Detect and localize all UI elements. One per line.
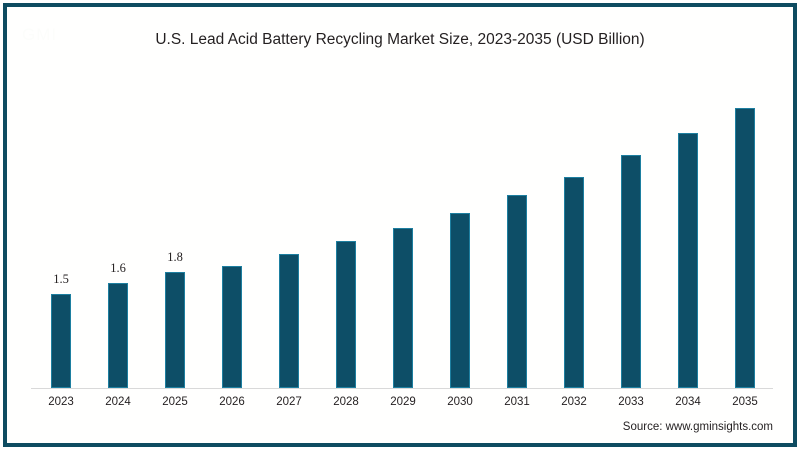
bar-value-label-2025: 1.8 [167, 250, 183, 264]
bar-2027 [279, 254, 299, 388]
bar-2029 [393, 228, 413, 388]
bar-2026 [222, 266, 242, 388]
bar-2033 [621, 155, 641, 388]
x-tick-label-2034: 2034 [675, 396, 701, 408]
x-axis-line [31, 388, 773, 389]
bar-2030 [450, 213, 470, 388]
bar-2031 [507, 195, 527, 388]
x-tick-label-2029: 2029 [390, 396, 416, 408]
bar-2024 [108, 283, 128, 388]
x-tick-label-2033: 2033 [618, 396, 644, 408]
chart-title: U.S. Lead Acid Battery Recycling Market … [155, 31, 645, 48]
bar-2023 [51, 294, 71, 388]
bar-2028 [336, 241, 356, 388]
x-tick-label-2027: 2027 [276, 396, 302, 408]
bar-2034 [678, 133, 698, 388]
x-tick-label-2023: 2023 [48, 396, 74, 408]
bar-2025 [165, 272, 185, 388]
x-tick-label-2025: 2025 [162, 396, 188, 408]
bar-value-label-2023: 1.5 [53, 272, 69, 286]
x-tick-label-2032: 2032 [561, 396, 587, 408]
x-tick-label-2030: 2030 [447, 396, 473, 408]
x-tick-label-2028: 2028 [333, 396, 359, 408]
x-tick-label-2024: 2024 [105, 396, 131, 408]
x-tick-label-2035: 2035 [732, 396, 758, 408]
x-tick-label-2031: 2031 [504, 396, 530, 408]
bar-2035 [735, 108, 755, 388]
bar-2032 [564, 177, 584, 388]
x-tick-label-2026: 2026 [219, 396, 245, 408]
source-note: Source: www.gminsights.com [622, 421, 773, 433]
bar-value-label-2024: 1.6 [110, 261, 126, 275]
